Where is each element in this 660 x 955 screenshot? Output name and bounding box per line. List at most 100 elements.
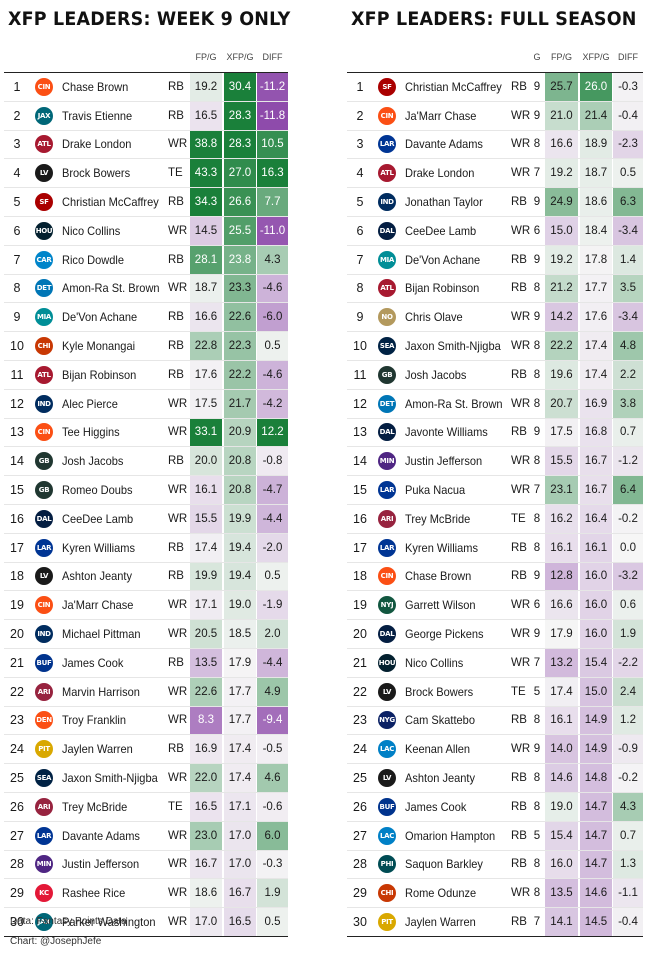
rank-cell: 1: [13, 79, 21, 94]
team-logo-badge: LAR: [378, 481, 396, 500]
team-logo-icon: BUF: [30, 649, 58, 677]
games-cell: 7: [533, 656, 541, 669]
games-cell: 9: [533, 196, 541, 209]
games-cell: 8: [533, 455, 541, 468]
team-logo-badge: SEA: [378, 337, 396, 356]
player-name: James Cook: [405, 799, 467, 814]
team-logo-badge: SF: [378, 77, 396, 96]
table-row: 7 CAR Rico Dowdle RB 28.1 23.8 4.3: [4, 244, 288, 274]
table-row: 9 NO Chris Olave WR 9 14.2 17.6 -3.4: [347, 302, 643, 332]
table-row: 29 CHI Rome Odunze WR 8 13.5 14.6 -1.1: [347, 878, 643, 908]
player-name: Tee Higgins: [62, 425, 120, 440]
team-logo-icon: DET: [30, 275, 58, 303]
rank-cell: 10: [10, 339, 24, 354]
position-cell: RB: [511, 714, 527, 727]
team-logo-icon: PHI: [373, 851, 401, 879]
player-name: Romeo Doubs: [62, 483, 133, 498]
team-logo-icon: SF: [373, 73, 401, 101]
team-logo-badge: GB: [35, 481, 53, 500]
diff-cell: -0.5: [257, 735, 288, 764]
position-cell: RB: [511, 426, 527, 439]
diff-cell: -0.8: [257, 447, 288, 476]
player-name: Davante Adams: [62, 828, 140, 843]
diff-cell: -0.4: [613, 101, 643, 130]
rank-cell: 7: [13, 252, 21, 267]
player-name: Jaxon Smith-Njigba: [62, 771, 158, 786]
position-cell: WR: [168, 829, 188, 842]
team-logo-icon: SEA: [30, 764, 58, 792]
rank-cell: 17: [10, 540, 24, 555]
diff-cell: 0.5: [257, 332, 288, 360]
games-cell: 8: [533, 714, 541, 727]
table-row: 22 ARI Marvin Harrison WR 22.6 17.7 4.9: [4, 676, 288, 706]
rank-cell: 16: [353, 511, 367, 526]
fpg-cell: 16.5: [190, 101, 222, 130]
xfpg-cell: 17.0: [224, 850, 256, 879]
rank-cell: 12: [10, 396, 24, 411]
diff-cell: 4.9: [257, 677, 288, 706]
position-cell: WR: [168, 512, 188, 525]
diff-cell: 0.0: [613, 533, 643, 562]
team-logo-badge: LV: [35, 164, 53, 183]
team-logo-icon: DEN: [30, 707, 58, 735]
diff-cell: -11.2: [257, 73, 288, 101]
rank-cell: 12: [353, 396, 367, 411]
xfpg-cell: 17.8: [580, 245, 612, 274]
table-row: 12 IND Alec Pierce WR 17.5 21.7 -4.2: [4, 388, 288, 418]
games-cell: 9: [533, 426, 541, 439]
position-cell: WR: [168, 599, 188, 612]
position-cell: WR: [511, 397, 531, 410]
team-logo-badge: BUF: [35, 653, 53, 672]
diff-cell: -3.2: [613, 562, 643, 591]
diff-cell: -6.0: [257, 303, 288, 332]
team-logo-badge: NYG: [378, 711, 396, 730]
table-row: 8 DET Amon-Ra St. Brown WR 18.7 23.3 -4.6: [4, 273, 288, 303]
position-cell: WR: [511, 109, 531, 122]
team-logo-badge: DAL: [378, 423, 396, 442]
fpg-cell: 17.5: [545, 418, 578, 447]
diff-cell: 3.5: [613, 274, 643, 303]
diff-cell: 7.7: [257, 188, 288, 216]
position-cell: WR: [168, 138, 188, 151]
xfpg-cell: 15.0: [580, 677, 612, 706]
team-logo-icon: HOU: [30, 217, 58, 245]
player-name: Alec Pierce: [62, 396, 118, 411]
xfpg-cell: 16.4: [580, 504, 612, 533]
fpg-cell: 16.5: [190, 792, 222, 821]
fpg-cell: 25.7: [545, 73, 578, 101]
position-cell: TE: [511, 685, 526, 698]
team-logo-badge: ATL: [35, 365, 53, 384]
rank-cell: 6: [13, 223, 21, 238]
rank-cell: 20: [353, 627, 367, 642]
xfpg-cell: 20.9: [224, 418, 256, 447]
player-name: George Pickens: [405, 627, 484, 642]
xfpg-cell: 14.7: [580, 850, 612, 879]
position-cell: WR: [168, 484, 188, 497]
fpg-cell: 13.5: [545, 879, 578, 908]
games-cell: 7: [533, 167, 541, 180]
diff-cell: -0.3: [257, 850, 288, 879]
rank-cell: 26: [10, 799, 24, 814]
games-cell: 9: [533, 743, 541, 756]
xfpg-cell: 20.8: [224, 447, 256, 476]
diff-cell: 6.0: [257, 821, 288, 850]
team-logo-badge: LV: [35, 567, 53, 586]
player-name: Josh Jacobs: [62, 454, 124, 469]
table-row: 19 NYJ Garrett Wilson WR 6 16.6 16.0 0.6: [347, 590, 643, 620]
team-logo-icon: DAL: [30, 505, 58, 533]
fpg-cell: 16.1: [190, 476, 222, 504]
column-header-xfpg: XFP/G: [226, 52, 254, 62]
team-logo-badge: ATL: [35, 135, 53, 154]
fpg-cell: 19.0: [545, 792, 578, 821]
player-name: Trey McBride: [405, 511, 471, 526]
diff-cell: -2.0: [257, 533, 288, 562]
xfpg-cell: 14.8: [580, 764, 612, 792]
table-row: 28 MIN Justin Jefferson WR 16.7 17.0 -0.3: [4, 849, 288, 879]
table-row: 20 IND Michael Pittman WR 20.5 18.5 2.0: [4, 619, 288, 648]
xfpg-cell: 17.4: [224, 735, 256, 764]
rank-cell: 18: [10, 569, 24, 584]
player-name: Jonathan Taylor: [405, 195, 483, 210]
table-row: 18 LV Ashton Jeanty RB 19.9 19.4 0.5: [4, 561, 288, 591]
diff-cell: 4.3: [257, 245, 288, 274]
rank-cell: 4: [356, 166, 364, 181]
